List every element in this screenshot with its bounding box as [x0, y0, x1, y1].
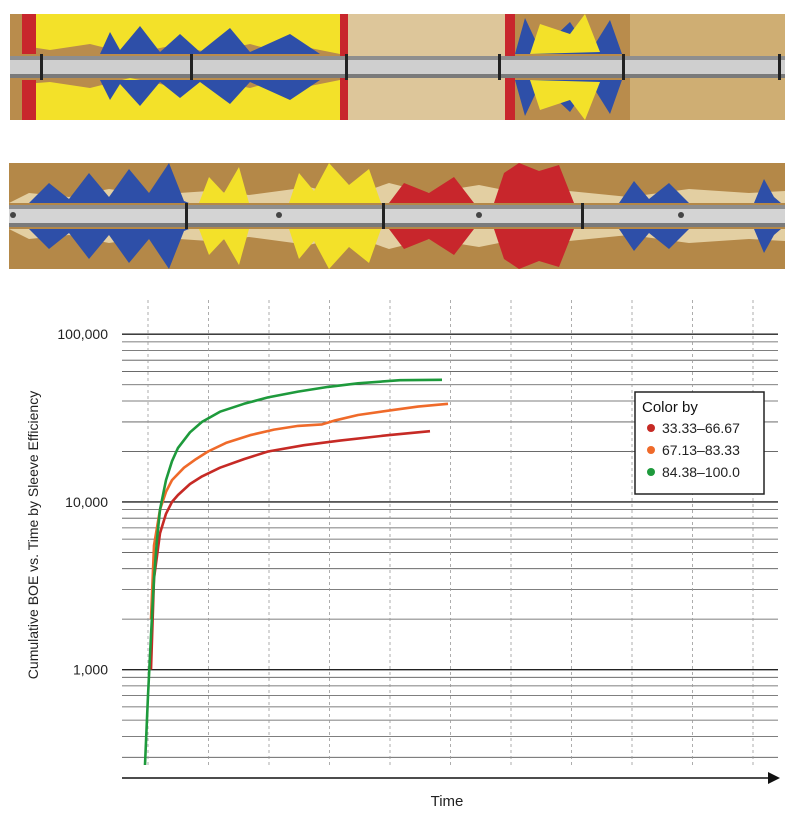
strip-yellow-band [530, 80, 600, 120]
strip-port [476, 212, 482, 218]
y-tick-label: 100,000 [57, 326, 108, 342]
legend-entries: 33.33–66.67 67.13–83.33 84.38–100.0 [647, 420, 740, 480]
strip-red-band [389, 229, 574, 269]
chart-series [143, 378, 449, 766]
strip-blue-band [29, 229, 189, 269]
strip-pipe-shadow [10, 56, 785, 60]
strip-collar [40, 54, 43, 80]
legend: Color by 33.33–66.67 67.13–83.33 84.38–100… [634, 391, 765, 495]
chart-axes [122, 772, 780, 784]
legend-entry-label: 33.33–66.67 [662, 420, 740, 436]
strip-collar [345, 54, 348, 80]
strip-blue-band [100, 26, 320, 54]
series-line-3 [143, 378, 443, 766]
strip-port [276, 212, 282, 218]
strip-blue-band [619, 229, 781, 253]
strip-yellow-band [24, 78, 340, 120]
legend-marker-icon [647, 424, 655, 432]
cumulative-boe-chart: 1,000 10,000 100,000 Cumulative BOE vs. Ti… [25, 300, 780, 810]
chart-grid [122, 300, 778, 765]
strip-blue-band [100, 80, 320, 106]
strip-port [10, 212, 16, 218]
strip-collar [581, 203, 584, 229]
x-axis-arrow-icon [768, 772, 780, 784]
series-line-2 [149, 402, 449, 620]
strip-pipe [9, 205, 785, 227]
y-tick-label: 1,000 [73, 662, 108, 678]
legend-frame [634, 391, 765, 495]
strip-pipe-shadow [9, 223, 785, 227]
strip-collar [622, 54, 625, 80]
strip-collar [778, 54, 781, 80]
strip-collar [190, 54, 193, 80]
strip-red-band [22, 14, 36, 54]
strip-pipe-shadow [10, 74, 785, 78]
strip-blue-band [619, 179, 781, 203]
legend-entry-label: 67.13–83.33 [662, 442, 740, 458]
strip-red-band [22, 80, 36, 120]
strip-pipe-shadow [9, 205, 785, 209]
strip-collar [382, 203, 385, 229]
x-axis-label: Time [431, 793, 464, 810]
y-tick-labels: 1,000 10,000 100,000 [57, 326, 108, 677]
strip-collar [498, 54, 501, 80]
series-line-1 [149, 429, 431, 670]
strip-yellow-band [24, 14, 340, 54]
strip-yellow-band [199, 163, 381, 203]
strip-port [678, 212, 684, 218]
legend-marker-icon [647, 468, 655, 476]
strip-yellow-band [199, 229, 381, 269]
legend-title: Color by [642, 399, 698, 416]
legend-entry-label: 84.38–100.0 [662, 464, 740, 480]
strip-yellow-band [530, 14, 600, 54]
strip-pipe [10, 56, 785, 78]
image-log-strip-top [10, 14, 785, 120]
legend-marker-icon [647, 446, 655, 454]
strip-collar [185, 203, 188, 229]
y-axis-label: Cumulative BOE vs. Time by Sleeve Effici… [25, 391, 41, 679]
strip-blue-band [29, 163, 189, 203]
y-tick-label: 10,000 [65, 494, 108, 510]
image-log-strip-bottom [9, 163, 785, 269]
strip-red-band [389, 163, 574, 203]
